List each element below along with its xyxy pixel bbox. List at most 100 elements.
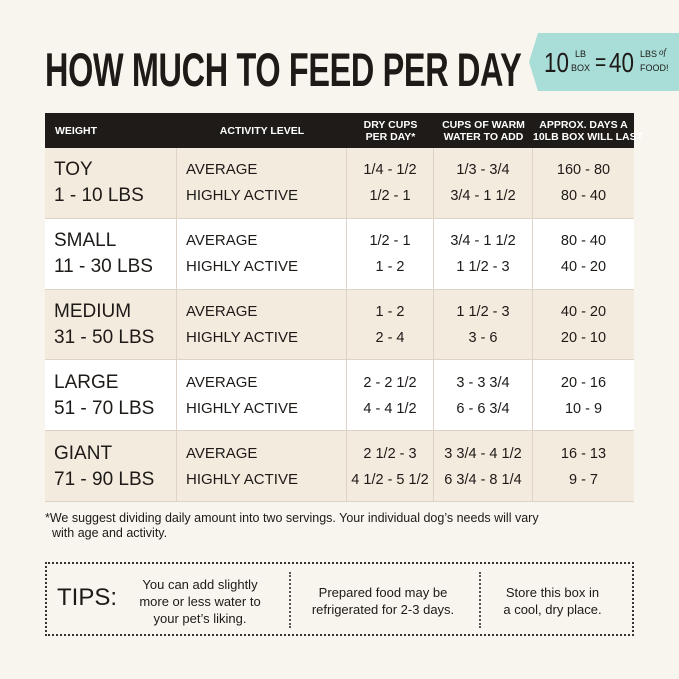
water-value: 1 1/2 - 3 xyxy=(456,303,510,320)
dry-cell: 1/2 - 1 1 - 2 xyxy=(347,218,434,290)
badge-amount: 10 xyxy=(544,47,569,78)
divider xyxy=(479,572,481,628)
badge-equals: = xyxy=(595,49,607,76)
header-line: WATER TO ADD xyxy=(443,130,524,143)
table-row xyxy=(45,289,634,361)
header-line: WEIGHT xyxy=(55,124,97,137)
tip-line: your pet’s liking. xyxy=(153,610,247,626)
days-cell: 20 - 16 10 - 9 xyxy=(533,360,634,431)
column-header: DRY CUPS PER DAY* xyxy=(347,113,434,148)
badge-amount: 40 xyxy=(609,47,634,78)
tip-line: You can add slightly xyxy=(142,576,258,592)
tip-line: refrigerated for 2-3 days. xyxy=(311,602,455,617)
size-name: GIANT xyxy=(54,442,113,464)
levels-value: AVERAGE xyxy=(186,373,258,391)
size-name: LARGE xyxy=(54,371,119,393)
days-value: 80 - 40 xyxy=(560,233,607,250)
dry-cell: 1/4 - 1/2 1/2 - 1 xyxy=(347,148,434,219)
dry-value: 2 - 4 xyxy=(375,329,405,346)
water-cell: 3 - 3 3/4 6 - 6 3/4 xyxy=(434,360,533,432)
days-value: 160 - 80 xyxy=(556,162,611,179)
column-header: CUPS OF WARM WATER TO ADD xyxy=(434,113,533,148)
badge: 10 LB BOX = 40 LBS of FOOD! xyxy=(529,33,679,91)
dry-value: 1/4 - 1/2 xyxy=(363,162,417,179)
levels-value: HIGHLY ACTIVE xyxy=(186,328,298,346)
header-line: DRY CUPS xyxy=(363,118,418,131)
water-value: 1 1/2 - 3 xyxy=(456,259,510,276)
header-line: ACTIVITY LEVEL xyxy=(219,124,305,137)
days-value: 80 - 40 xyxy=(560,188,607,205)
days-value: 10 - 9 xyxy=(564,400,603,417)
days-value: 20 - 10 xyxy=(560,329,607,346)
column-header: WEIGHT xyxy=(45,113,177,148)
tips-label: TIPS: xyxy=(57,584,118,611)
tip-line: Prepared food may be xyxy=(318,585,448,600)
dry-value: 4 1/2 - 5 1/2 xyxy=(351,471,429,488)
tip: Store this box in a cool, dry place. xyxy=(485,572,620,630)
water-cell: 3 3/4 - 4 1/2 6 3/4 - 8 1/4 xyxy=(434,431,533,502)
levels-value: AVERAGE xyxy=(186,302,258,320)
water-value: 3/4 - 1 1/2 xyxy=(450,233,516,250)
weight-range: 1 - 10 LBS xyxy=(54,185,144,207)
badge-unit: LBS xyxy=(640,49,658,59)
dry-value: 1/2 - 1 xyxy=(369,188,411,205)
title: HOW MUCH TO FEED PER DAY xyxy=(45,43,522,96)
days-cell: 160 - 80 80 - 40 xyxy=(533,148,634,219)
tip-line: more or less water to xyxy=(139,593,261,609)
water-value: 3 3/4 - 4 1/2 xyxy=(444,445,522,462)
dry-value: 1 - 2 xyxy=(375,259,405,276)
levels-cell: AVERAGE HIGHLY ACTIVE xyxy=(177,218,347,290)
weight-range: 31 - 50 LBS xyxy=(54,326,155,348)
levels-value: HIGHLY ACTIVE xyxy=(186,470,298,488)
footnote-line: with age and activity. xyxy=(52,526,168,540)
header-row xyxy=(45,113,634,148)
water-value: 3/4 - 1 1/2 xyxy=(450,188,516,205)
days-value: 40 - 20 xyxy=(560,259,607,276)
size-name: SMALL xyxy=(54,230,117,252)
levels-value: HIGHLY ACTIVE xyxy=(186,399,298,417)
weight-cell: GIANT 71 - 90 LBS xyxy=(45,431,177,502)
header-line: APPROX. DAYS A xyxy=(539,118,628,131)
dry-cell: 2 1/2 - 3 4 1/2 - 5 1/2 xyxy=(347,431,434,502)
weight-range: 71 - 90 LBS xyxy=(54,468,155,490)
water-cell: 3/4 - 1 1/2 1 1/2 - 3 xyxy=(434,218,533,290)
weight-range: 11 - 30 LBS xyxy=(54,256,153,278)
levels-value: AVERAGE xyxy=(186,232,258,250)
weight-cell: MEDIUM 31 - 50 LBS xyxy=(45,289,177,361)
levels-cell: AVERAGE HIGHLY ACTIVE xyxy=(177,289,347,361)
water-value: 1/3 - 3/4 xyxy=(456,162,510,179)
feeding-table: WEIGHT ACTIVITY LEVEL DRY CUPS PER DAY* CUPS… xyxy=(45,113,643,502)
column-header: ACTIVITY LEVEL xyxy=(177,113,347,148)
footnote: *We suggest dividing daily amount into t… xyxy=(45,511,539,541)
dry-value: 1 - 2 xyxy=(375,303,405,320)
tip: You can add slightly more or less water t… xyxy=(125,572,275,630)
weight-cell: LARGE 51 - 70 LBS xyxy=(45,360,177,432)
days-cell: 80 - 40 40 - 20 xyxy=(533,219,634,290)
dry-value: 4 - 4 1/2 xyxy=(363,400,417,417)
weight-cell: TOY 1 - 10 LBS xyxy=(45,148,177,219)
dry-value: 2 - 2 1/2 xyxy=(363,374,417,391)
levels-value: AVERAGE xyxy=(186,161,258,179)
tip: Prepared food may be refrigerated for 2-3… xyxy=(293,572,473,630)
days-cell: 40 - 20 20 - 10 xyxy=(533,290,634,361)
levels-cell: AVERAGE HIGHLY ACTIVE xyxy=(177,360,347,432)
dry-cell: 2 - 2 1/2 4 - 4 1/2 xyxy=(347,360,434,432)
water-cell: 1 1/2 - 3 3 - 6 xyxy=(434,289,533,361)
levels-value: HIGHLY ACTIVE xyxy=(186,187,298,205)
badge-unit: of xyxy=(659,47,667,57)
water-value: 3 - 6 xyxy=(468,329,498,346)
levels-value: HIGHLY ACTIVE xyxy=(186,258,298,276)
days-cell: 16 - 13 9 - 7 xyxy=(533,431,634,502)
tips-box: TIPS: You can add slightly more or less w… xyxy=(45,562,634,636)
weight-range: 51 - 70 LBS xyxy=(54,397,155,419)
size-name: TOY xyxy=(54,159,93,181)
divider xyxy=(289,572,291,628)
tip-line: Store this box in xyxy=(505,585,600,600)
column-header: APPROX. DAYS A 10LB BOX WILL LAST xyxy=(533,113,643,148)
table-row xyxy=(45,218,634,290)
dry-value: 1/2 - 1 xyxy=(369,233,411,250)
table-row xyxy=(45,360,634,432)
table-row xyxy=(45,148,634,219)
badge-unit: FOOD! xyxy=(640,63,669,73)
days-value: 16 - 13 xyxy=(560,445,607,462)
